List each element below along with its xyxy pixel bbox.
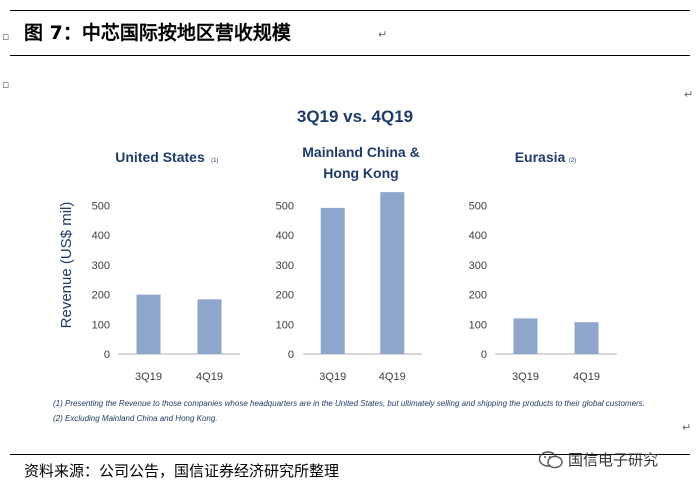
paragraph-mark-icon: ↵ — [682, 421, 692, 434]
bar — [380, 192, 405, 354]
title-rule — [10, 55, 690, 56]
x-tick-label: 4Q19 — [573, 371, 600, 383]
bar — [197, 299, 222, 354]
wechat-icon — [538, 450, 563, 468]
bar — [136, 294, 161, 354]
y-tick-label: 500 — [469, 201, 487, 213]
watermark-text: 国信电子研究 — [568, 451, 659, 469]
source-rule — [10, 454, 690, 455]
source-note: 资料来源：公司公告，国信证券经济研究所整理 — [24, 462, 340, 480]
chart-title: 3Q19 vs. 4Q19 — [297, 107, 413, 126]
footnote-1: (1) Presenting the Revenue to those comp… — [53, 399, 645, 408]
bar — [574, 322, 599, 354]
x-tick-label: 4Q19 — [196, 371, 223, 383]
x-tick-label: 3Q19 — [135, 371, 162, 383]
paragraph-mark-icon: ▫ — [2, 30, 10, 43]
panel-note: (1) — [211, 158, 218, 164]
y-tick-label: 500 — [276, 201, 294, 213]
y-tick-label: 100 — [469, 319, 487, 331]
x-tick-label: 3Q19 — [319, 371, 346, 383]
y-tick-label: 100 — [92, 319, 110, 331]
y-tick-label: 0 — [481, 349, 487, 361]
y-tick-label: 400 — [469, 230, 487, 242]
paragraph-mark-icon: ↵ — [378, 28, 388, 41]
panel-note: (2) — [569, 158, 576, 164]
y-tick-label: 200 — [276, 290, 294, 302]
y-tick-label: 200 — [469, 290, 487, 302]
y-tick-label: 500 — [92, 201, 110, 213]
panel-title: United States — [115, 149, 205, 165]
panel-title: Hong Kong — [323, 165, 398, 181]
y-tick-label: 300 — [92, 260, 110, 272]
figure-title: 图 7：中芯国际按地区营收规模 — [24, 22, 291, 44]
y-axis-label: Revenue (US$ mil) — [58, 202, 75, 329]
y-tick-label: 300 — [276, 260, 294, 272]
x-tick-label: 4Q19 — [379, 371, 406, 383]
y-tick-label: 100 — [276, 319, 294, 331]
y-tick-label: 0 — [104, 349, 110, 361]
y-tick-label: 400 — [276, 230, 294, 242]
y-tick-label: 300 — [469, 260, 487, 272]
y-tick-label: 200 — [92, 290, 110, 302]
top-rule — [10, 10, 690, 11]
paragraph-mark-icon: ↵ — [684, 88, 694, 101]
panel-title: Eurasia — [515, 149, 566, 165]
y-tick-label: 400 — [92, 230, 110, 242]
watermark: 国信电子研究 — [538, 449, 658, 470]
bar — [320, 207, 345, 354]
footnote-2: (2) Excluding Mainland China and Hong Ko… — [53, 414, 218, 423]
x-tick-label: 3Q19 — [512, 371, 539, 383]
panel-title: Mainland China & — [302, 144, 419, 160]
y-tick-label: 0 — [288, 349, 294, 361]
bar — [513, 318, 538, 354]
paragraph-mark-icon: ▫ — [2, 78, 10, 91]
